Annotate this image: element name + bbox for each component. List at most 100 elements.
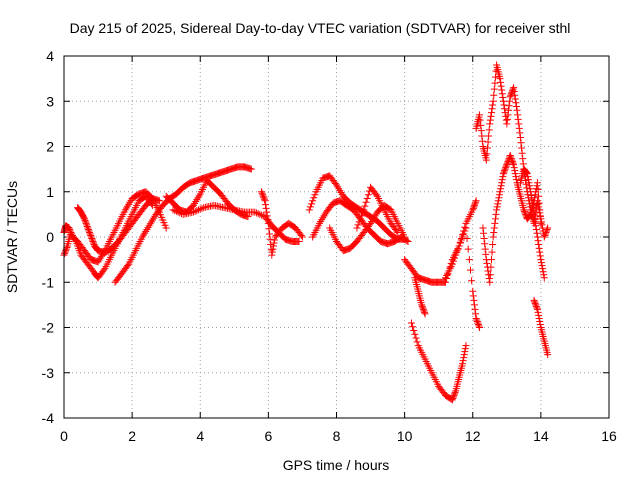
data-point bbox=[536, 206, 544, 214]
data-point bbox=[539, 265, 547, 273]
data-point bbox=[498, 179, 506, 187]
data-point bbox=[522, 180, 530, 188]
data-point bbox=[472, 314, 480, 322]
data-point bbox=[198, 204, 206, 212]
series-sat-l bbox=[401, 197, 480, 286]
data-point bbox=[520, 207, 528, 215]
data-point bbox=[394, 228, 402, 236]
series-sat-n bbox=[411, 274, 429, 318]
data-point bbox=[510, 84, 518, 92]
data-point bbox=[471, 200, 479, 208]
data-point bbox=[469, 206, 477, 214]
data-point bbox=[266, 235, 274, 243]
data-point bbox=[490, 85, 498, 93]
data-point bbox=[477, 127, 485, 135]
data-point bbox=[489, 101, 497, 109]
data-point bbox=[62, 247, 70, 255]
data-point bbox=[124, 262, 132, 270]
data-point bbox=[363, 195, 371, 203]
data-point bbox=[496, 75, 504, 83]
plot-frame bbox=[63, 55, 610, 419]
data-point bbox=[497, 185, 505, 193]
data-point bbox=[195, 206, 203, 214]
data-point bbox=[264, 219, 272, 227]
data-point bbox=[524, 176, 532, 184]
data-point bbox=[478, 137, 486, 145]
data-point bbox=[505, 102, 513, 110]
data-point bbox=[176, 209, 184, 217]
data-point bbox=[509, 159, 517, 167]
data-point bbox=[514, 111, 522, 119]
data-point bbox=[66, 227, 74, 235]
series-sat-p bbox=[472, 61, 552, 241]
x-tick-label: 2 bbox=[128, 428, 136, 444]
data-point bbox=[536, 252, 544, 260]
data-point bbox=[517, 139, 525, 147]
data-point bbox=[512, 173, 520, 181]
data-point bbox=[496, 188, 504, 196]
data-point bbox=[470, 203, 478, 211]
data-point bbox=[72, 236, 80, 244]
data-point bbox=[494, 200, 502, 208]
data-point bbox=[506, 93, 514, 101]
series-sat-m bbox=[407, 319, 470, 404]
x-tick-label: 8 bbox=[333, 428, 341, 444]
data-point bbox=[88, 235, 96, 243]
data-point bbox=[499, 173, 507, 181]
data-point bbox=[471, 305, 479, 313]
data-point bbox=[495, 191, 503, 199]
series-sat-o bbox=[442, 224, 484, 331]
data-point bbox=[260, 195, 268, 203]
data-point bbox=[500, 168, 508, 176]
data-point bbox=[487, 263, 495, 271]
data-point bbox=[501, 167, 509, 175]
data-point bbox=[258, 189, 266, 197]
y-tick-label: -2 bbox=[42, 320, 55, 336]
data-point bbox=[538, 262, 546, 270]
data-point bbox=[193, 207, 201, 215]
data-point bbox=[67, 230, 75, 238]
data-point bbox=[459, 357, 467, 365]
data-point bbox=[364, 191, 372, 199]
data-point bbox=[473, 316, 481, 324]
x-tick-label: 14 bbox=[533, 428, 549, 444]
data-point bbox=[466, 266, 474, 274]
data-point bbox=[503, 120, 511, 128]
data-point bbox=[266, 230, 274, 238]
data-point bbox=[491, 215, 499, 223]
data-point bbox=[88, 236, 96, 244]
x-tick-label: 6 bbox=[264, 428, 272, 444]
data-point bbox=[526, 200, 534, 208]
data-point bbox=[465, 256, 473, 264]
data-point bbox=[61, 248, 69, 256]
data-point bbox=[456, 239, 464, 247]
data-point bbox=[469, 292, 477, 300]
data-point bbox=[65, 224, 73, 232]
data-point bbox=[535, 244, 543, 252]
data-point bbox=[476, 324, 484, 331]
data-point bbox=[486, 116, 494, 124]
y-tick-label: -1 bbox=[42, 274, 55, 290]
data-point bbox=[470, 201, 478, 209]
data-point bbox=[262, 204, 270, 212]
data-point bbox=[491, 219, 499, 227]
data-point bbox=[532, 302, 540, 310]
data-point bbox=[189, 208, 197, 216]
data-point bbox=[518, 144, 526, 152]
data-point bbox=[512, 103, 520, 111]
data-point bbox=[484, 144, 492, 152]
data-point bbox=[90, 239, 98, 247]
data-point bbox=[298, 233, 306, 241]
data-point bbox=[254, 210, 262, 218]
data-point bbox=[502, 162, 510, 170]
data-point bbox=[479, 224, 487, 232]
data-point bbox=[457, 236, 465, 244]
x-tick-label: 4 bbox=[196, 428, 204, 444]
data-point bbox=[311, 191, 319, 199]
data-point bbox=[268, 251, 276, 259]
data-point bbox=[538, 221, 546, 229]
data-point bbox=[526, 185, 534, 193]
data-point bbox=[519, 160, 527, 168]
data-point bbox=[407, 319, 415, 327]
data-point bbox=[502, 164, 510, 172]
